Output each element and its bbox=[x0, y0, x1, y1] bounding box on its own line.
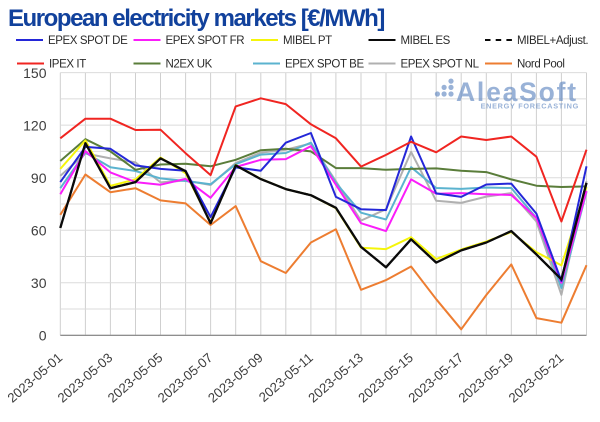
svg-text:N2EX UK: N2EX UK bbox=[166, 59, 213, 71]
svg-text:60: 60 bbox=[31, 222, 47, 238]
svg-text:150: 150 bbox=[23, 65, 47, 81]
svg-text:MIBEL PT: MIBEL PT bbox=[283, 35, 332, 47]
svg-text:MIBEL+Adjust.: MIBEL+Adjust. bbox=[517, 35, 588, 47]
svg-text:European electricity markets [: European electricity markets [€/MWh] bbox=[8, 5, 384, 32]
svg-text:AleaSoft: AleaSoft bbox=[456, 77, 578, 107]
svg-text:Nord Pool: Nord Pool bbox=[517, 59, 565, 71]
svg-text:IPEX IT: IPEX IT bbox=[49, 59, 86, 71]
svg-text:ENERGY FORECASTING: ENERGY FORECASTING bbox=[481, 102, 579, 111]
svg-text:MIBEL ES: MIBEL ES bbox=[401, 35, 451, 47]
svg-text:EPEX SPOT DE: EPEX SPOT DE bbox=[48, 35, 128, 47]
svg-text:30: 30 bbox=[31, 275, 47, 291]
svg-text:120: 120 bbox=[23, 117, 47, 133]
svg-text:90: 90 bbox=[31, 170, 47, 186]
svg-text:0: 0 bbox=[39, 328, 47, 344]
svg-text:EPEX SPOT NL: EPEX SPOT NL bbox=[401, 59, 480, 71]
svg-text:EPEX SPOT FR: EPEX SPOT FR bbox=[166, 35, 245, 47]
svg-text:EPEX SPOT BE: EPEX SPOT BE bbox=[285, 59, 364, 71]
